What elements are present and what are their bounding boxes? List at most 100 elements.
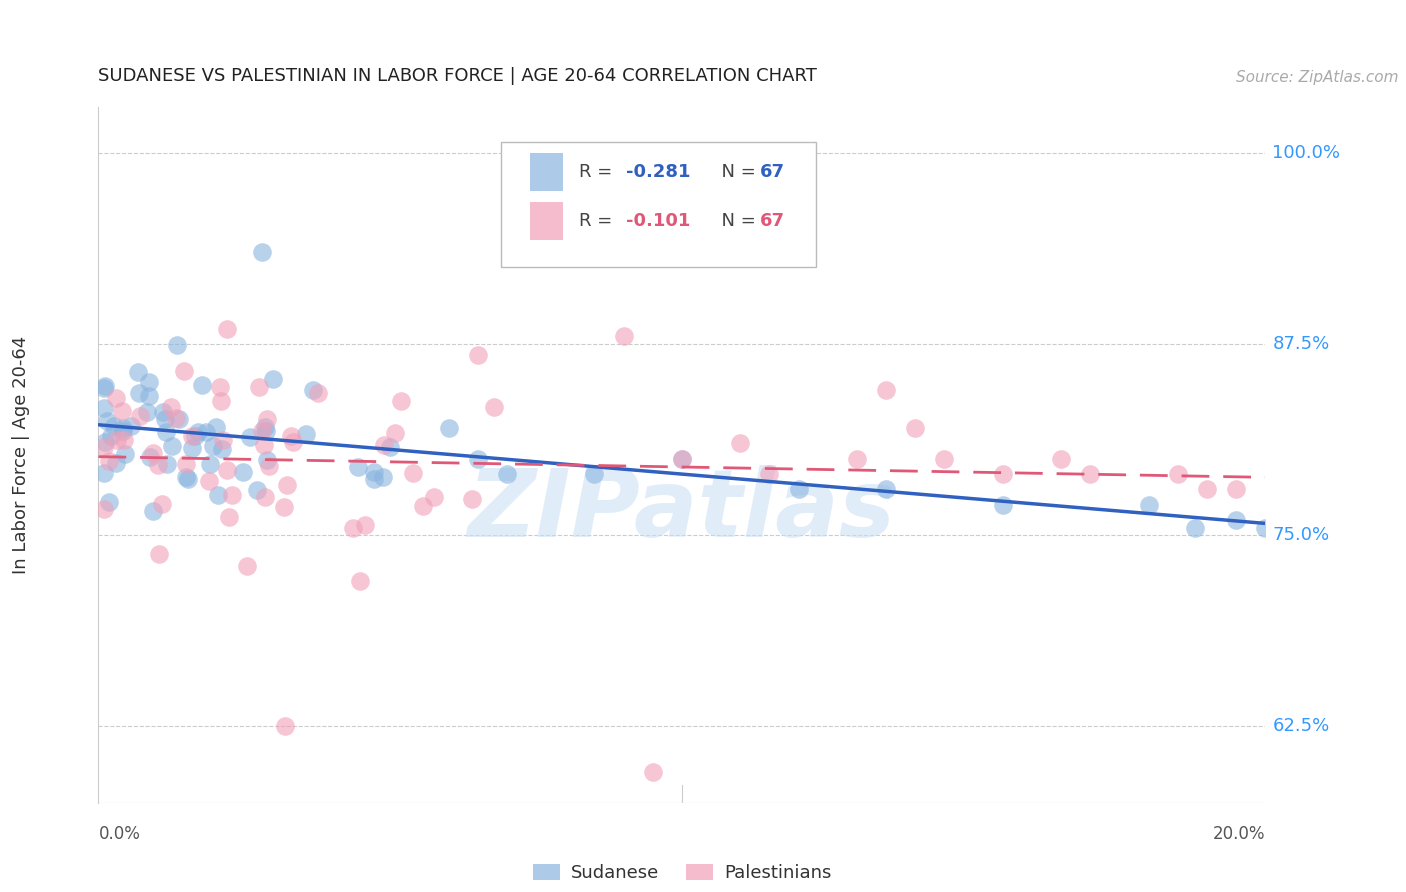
Point bbox=[262, 372, 284, 386]
Point bbox=[307, 385, 329, 400]
Point bbox=[98, 495, 121, 509]
Point bbox=[112, 433, 135, 447]
Point bbox=[1184, 520, 1206, 534]
Point bbox=[250, 245, 273, 260]
Point bbox=[159, 401, 181, 415]
Point bbox=[111, 403, 134, 417]
Point bbox=[373, 470, 395, 484]
Point bbox=[495, 467, 517, 481]
Point bbox=[129, 409, 152, 423]
Point bbox=[211, 442, 233, 456]
Point bbox=[423, 490, 446, 504]
Point bbox=[174, 470, 197, 484]
Point bbox=[671, 451, 693, 466]
Point bbox=[187, 425, 209, 439]
Point bbox=[991, 498, 1014, 512]
Point bbox=[177, 472, 200, 486]
Point bbox=[256, 412, 278, 426]
Point bbox=[461, 491, 484, 506]
Point bbox=[232, 465, 254, 479]
Point bbox=[380, 440, 402, 454]
Point bbox=[1167, 467, 1189, 481]
Point bbox=[583, 467, 606, 481]
Point bbox=[150, 497, 173, 511]
Text: 100.0%: 100.0% bbox=[1272, 144, 1340, 162]
Point bbox=[482, 400, 505, 414]
Text: 62.5%: 62.5% bbox=[1272, 717, 1330, 735]
Point bbox=[235, 559, 257, 574]
Point bbox=[190, 378, 212, 392]
Point bbox=[875, 383, 897, 397]
Text: SUDANESE VS PALESTINIAN IN LABOR FORCE | AGE 20-64 CORRELATION CHART: SUDANESE VS PALESTINIAN IN LABOR FORCE |… bbox=[98, 67, 817, 85]
Point bbox=[217, 463, 239, 477]
Point bbox=[98, 454, 121, 468]
Point bbox=[94, 378, 117, 392]
Point bbox=[169, 412, 191, 426]
Point bbox=[141, 446, 163, 460]
Point bbox=[105, 433, 128, 447]
Text: Source: ZipAtlas.com: Source: ZipAtlas.com bbox=[1236, 70, 1399, 85]
Text: -0.281: -0.281 bbox=[626, 163, 690, 181]
Point bbox=[173, 363, 195, 377]
Point bbox=[138, 376, 160, 390]
Point bbox=[246, 483, 269, 497]
Point bbox=[904, 421, 927, 435]
Point bbox=[120, 418, 142, 433]
Point bbox=[257, 459, 280, 474]
FancyBboxPatch shape bbox=[530, 153, 562, 191]
Point bbox=[93, 466, 115, 480]
Point bbox=[612, 329, 634, 343]
Text: 0.0%: 0.0% bbox=[98, 825, 141, 843]
Point bbox=[93, 401, 115, 416]
Point bbox=[181, 428, 204, 442]
Point bbox=[437, 421, 460, 435]
Point bbox=[295, 426, 318, 441]
Point bbox=[93, 441, 115, 455]
Point bbox=[148, 547, 170, 561]
Point bbox=[253, 491, 276, 505]
Text: -0.101: -0.101 bbox=[626, 212, 690, 230]
Point bbox=[215, 322, 238, 336]
Point bbox=[467, 348, 489, 362]
Point bbox=[111, 424, 134, 438]
Point bbox=[256, 452, 278, 467]
Point bbox=[758, 467, 780, 481]
Point bbox=[221, 488, 243, 502]
Point bbox=[1254, 520, 1277, 534]
FancyBboxPatch shape bbox=[530, 202, 562, 240]
Text: In Labor Force | Age 20-64: In Labor Force | Age 20-64 bbox=[13, 335, 30, 574]
Text: R =: R = bbox=[579, 212, 619, 230]
Point bbox=[354, 518, 377, 533]
Point bbox=[991, 467, 1014, 481]
Point bbox=[273, 500, 295, 515]
Point bbox=[1225, 513, 1247, 527]
Point bbox=[467, 451, 489, 466]
Point bbox=[184, 429, 207, 443]
Point bbox=[198, 475, 221, 489]
Point bbox=[934, 451, 956, 466]
Point bbox=[1225, 483, 1247, 497]
Point bbox=[93, 381, 115, 395]
Point bbox=[373, 438, 395, 452]
Text: 67: 67 bbox=[761, 212, 785, 230]
Point bbox=[875, 483, 897, 497]
FancyBboxPatch shape bbox=[501, 142, 815, 267]
Point bbox=[152, 405, 174, 419]
Point bbox=[127, 365, 149, 379]
Point bbox=[641, 765, 664, 780]
Text: 20.0%: 20.0% bbox=[1213, 825, 1265, 843]
Point bbox=[155, 425, 177, 439]
Point bbox=[280, 429, 302, 443]
Point bbox=[253, 437, 276, 451]
Point bbox=[198, 458, 221, 472]
Point bbox=[281, 435, 304, 450]
Point bbox=[342, 521, 364, 535]
Legend: Sudanese, Palestinians: Sudanese, Palestinians bbox=[533, 864, 831, 882]
Point bbox=[402, 467, 425, 481]
Point bbox=[93, 501, 115, 516]
Point bbox=[845, 451, 868, 466]
Point bbox=[1050, 451, 1073, 466]
Point bbox=[153, 411, 176, 425]
Point bbox=[346, 459, 368, 474]
Point bbox=[1195, 483, 1218, 497]
